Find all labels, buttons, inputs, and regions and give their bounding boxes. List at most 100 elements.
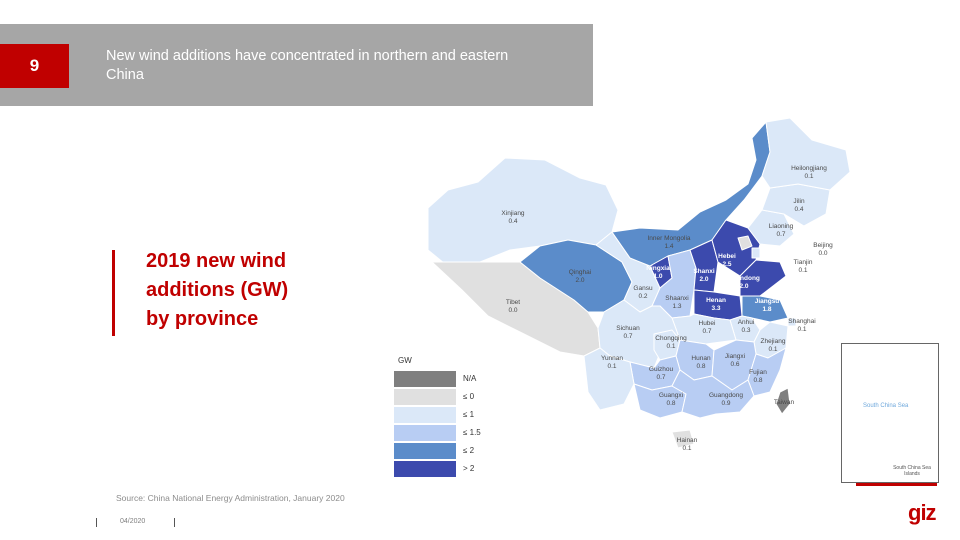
province-label-ningxia: Ningxia [646, 265, 670, 272]
province-value-xinjiang: 0.4 [508, 218, 517, 225]
header-bar [0, 24, 593, 106]
province-value-zhejiang: 0.1 [768, 346, 777, 353]
province-label-chongqing: Chongqing [655, 335, 687, 342]
province-label-taiwan: Taiwan [774, 399, 795, 406]
province-value-shaanxi: 1.3 [672, 303, 681, 310]
legend-label: > 2 [463, 464, 475, 473]
province-label-jiangxi: Jiangxi [725, 353, 745, 360]
province-value-hunan: 0.8 [696, 363, 705, 370]
province-label-guangxi: Guangxi [659, 392, 683, 399]
province-label-jiangsu: Jiangsu [755, 298, 780, 305]
province-value-heilongjiang: 0.1 [804, 173, 813, 180]
source-note: Source: China National Energy Administra… [116, 493, 345, 503]
region-heilongjiang [761, 117, 851, 191]
legend-label: N/A [463, 374, 477, 383]
footer-separator-left [96, 518, 97, 527]
province-value-gansu: 0.2 [638, 293, 647, 300]
legend-swatch [394, 371, 456, 387]
province-label-hubei: Hubei [699, 320, 716, 327]
province-label-xinjiang: Xinjiang [501, 210, 525, 217]
province-label-guizhou: Guizhou [649, 366, 674, 373]
province-label-tibet: Tibet [506, 299, 520, 306]
province-label-hebei: Hebei [718, 253, 736, 260]
province-value-jilin: 0.4 [794, 206, 803, 213]
province-value-anhui: 0.3 [741, 327, 750, 334]
province-value-yunnan: 0.1 [607, 363, 616, 370]
province-label-shandong: Shandong [728, 275, 760, 282]
title-accent-line [112, 250, 115, 336]
main-title: 2019 new wind additions (GW) by province [146, 247, 346, 334]
region-guangdong [671, 369, 755, 419]
province-label-yunnan: Yunnan [601, 355, 623, 362]
province-label-zhejiang: Zhejiang [761, 338, 786, 345]
province-value-liaoning: 0.7 [776, 231, 785, 238]
footer-separator-right [174, 518, 175, 527]
main-title-line-2: additions (GW) [146, 279, 289, 301]
province-label-fujian: Fujian [749, 369, 767, 376]
legend-swatch [394, 443, 456, 459]
province-label-guangdong: Guangdong [709, 392, 743, 399]
province-value-chongqing: 0.1 [666, 343, 675, 350]
province-label-heilongjiang: Heilongjiang [791, 165, 827, 172]
legend-swatch [394, 461, 456, 477]
province-value-hubei: 0.7 [702, 328, 711, 335]
province-value-guangdong: 0.9 [721, 400, 730, 407]
region-taiwan [775, 387, 791, 415]
province-label-henan: Henan [706, 297, 726, 304]
province-value-hainan: 0.1 [682, 445, 691, 452]
province-value-guizhou: 0.7 [656, 374, 665, 381]
province-value-jiangsu: 1.8 [762, 306, 771, 313]
province-value-hebei: 2.5 [722, 261, 731, 268]
legend-swatch [394, 407, 456, 423]
province-value-tianjin: 0.1 [798, 267, 807, 274]
slide-header-title: New wind additions have concentrated in … [106, 48, 509, 83]
region-tianjin [751, 247, 761, 259]
province-label-hainan: Hainan [677, 437, 698, 444]
province-value-ningxia: 1.0 [653, 273, 662, 280]
legend-label: ≤ 1.5 [463, 428, 481, 437]
region-beijing [737, 235, 753, 251]
province-value-henan: 3.3 [711, 305, 720, 312]
province-label-gansu: Gansu [633, 285, 653, 292]
province-value-shanghai: 0.1 [797, 326, 806, 333]
province-value-inner-mongolia: 1.4 [664, 243, 673, 250]
province-value-qinghai: 2.0 [575, 277, 584, 284]
legend-swatch [394, 389, 456, 405]
province-label-hunan: Hunan [691, 355, 711, 362]
region-fujian [747, 347, 787, 397]
province-value-fujian: 0.8 [753, 377, 762, 384]
main-title-line-1: 2019 new wind [146, 250, 287, 272]
giz-logo: giz [908, 500, 937, 525]
province-label-jilin: Jilin [793, 198, 805, 205]
province-label-shanxi: Shanxi [693, 268, 715, 275]
footer-date: 04/2020 [120, 518, 146, 525]
province-label-beijing: Beijing [813, 242, 833, 249]
province-label-anhui: Anhui [738, 319, 755, 326]
legend-label: ≤ 2 [463, 446, 475, 455]
province-label-shanghai: Shanghai [788, 318, 815, 325]
south-china-sea-label: South China Sea [863, 403, 909, 409]
province-label-shaanxi: Shaanxi [665, 295, 689, 302]
province-value-guangxi: 0.8 [666, 400, 675, 407]
legend-swatch [394, 425, 456, 441]
region-hainan [671, 429, 695, 449]
region-shanghai [787, 317, 797, 327]
legend-label: ≤ 0 [463, 392, 475, 401]
main-title-line-3: by province [146, 308, 259, 330]
province-label-inner-mongolia: Inner Mongolia [648, 235, 691, 242]
province-value-jiangxi: 0.6 [730, 361, 739, 368]
province-value-shanxi: 2.0 [699, 276, 708, 283]
province-value-shandong: 2.0 [739, 283, 748, 290]
province-label-tianjin: Tianjin [794, 259, 813, 266]
south-china-sea-inset [841, 343, 939, 483]
legend-title: GW [398, 356, 412, 365]
inset-accent-bar [856, 483, 937, 486]
province-label-qinghai: Qinghai [569, 269, 591, 276]
page-number-badge: 9 [0, 44, 69, 88]
legend-label: ≤ 1 [463, 410, 475, 419]
province-value-sichuan: 0.7 [623, 333, 632, 340]
inset-caption: South China Sea Islands [893, 465, 931, 477]
province-value-tibet: 0.0 [508, 307, 517, 314]
province-label-sichuan: Sichuan [616, 325, 640, 332]
